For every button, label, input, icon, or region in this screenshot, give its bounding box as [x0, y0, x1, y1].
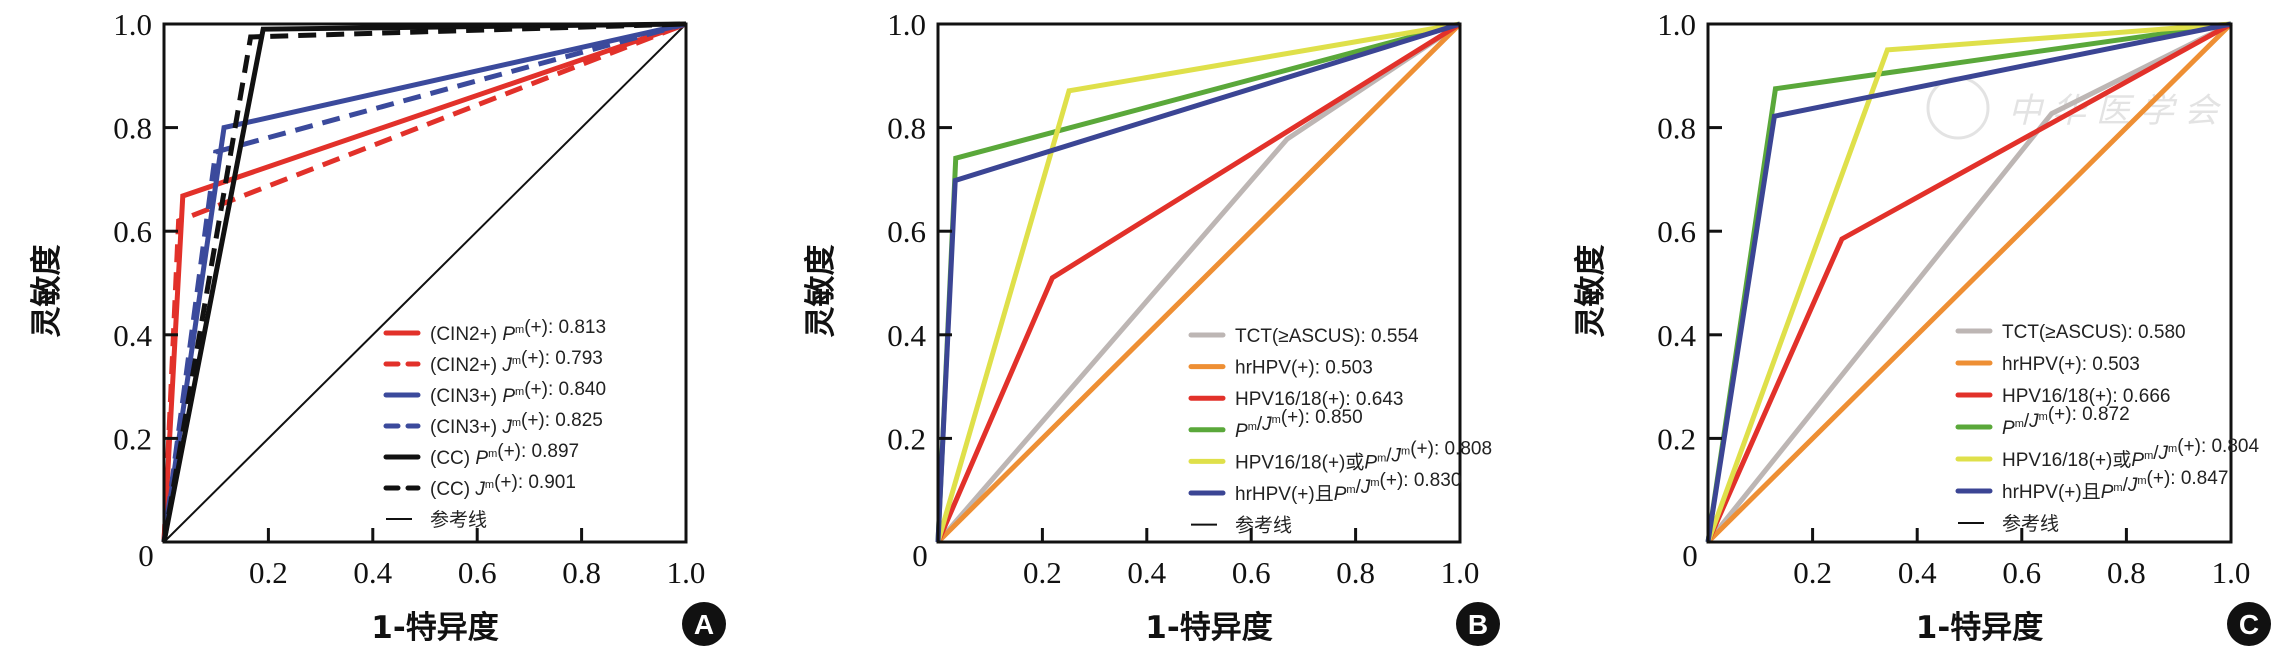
y-tick-label: 0.6 [1657, 214, 1696, 249]
x-tick-label: 1.0 [2212, 555, 2251, 590]
series-line-6 [163, 23, 687, 543]
series-line-1 [936, 22, 1462, 544]
legend-label: (CIN2+) Jm(+): 0.793 [430, 348, 603, 376]
y-tick-label: 0.2 [1657, 421, 1696, 456]
series-line-0 [1706, 21, 2233, 544]
panel-badge [1456, 602, 1500, 646]
series-line-4 [935, 21, 1461, 543]
origin-label: 0 [912, 538, 928, 573]
panel-badge-label: A [694, 609, 714, 640]
y-tick-label: 1.0 [887, 7, 926, 42]
x-tick-label: 0.4 [1127, 555, 1166, 590]
panel-badge [682, 602, 726, 646]
legend-label: HPV16/18(+)或Pm/Jm(+): 0.808 [1235, 438, 1492, 473]
legend-label: TCT(≥ASCUS): 0.580 [2002, 322, 2186, 343]
legend-label: 参考线 [1235, 515, 1292, 537]
series-line-1 [161, 21, 687, 543]
series-line-2 [935, 21, 1462, 543]
legend-label: Pm/Jm(+): 0.850 [1235, 407, 1363, 442]
series-line-5 [1705, 21, 2232, 543]
y-axis-label: 灵敏度 [803, 245, 839, 338]
x-tick-label: 0.2 [1023, 555, 1062, 590]
plot-frame [162, 22, 688, 544]
legend-label: hrHPV(+): 0.503 [2002, 354, 2140, 375]
x-tick-label: 0.8 [2107, 555, 2146, 590]
series-line-1 [1706, 22, 2233, 544]
legend-label: (CIN2+) Pm(+): 0.813 [430, 317, 606, 345]
series-line-5 [935, 21, 1461, 543]
y-tick-label: 0.8 [1657, 111, 1696, 146]
legend: TCT(≥ASCUS): 0.580 hrHPV(+): 0.503 HPV16/1… [1955, 322, 2259, 535]
y-axis-label: 灵敏度 [29, 245, 65, 338]
series-line-3 [161, 21, 687, 543]
y-axis-label: 灵敏度 [1573, 245, 1609, 338]
legend-label: (CIN3+) Pm(+): 0.840 [430, 379, 606, 407]
y-tick-label: 0.4 [1657, 318, 1696, 353]
x-tick-label: 0.4 [1898, 555, 1937, 590]
plot-frame [1706, 22, 2233, 544]
panel-badge [2227, 602, 2271, 646]
x-axis-label: 1-特异度 [1145, 610, 1272, 646]
legend-label: hrHPV(+)且Pm/Jm(+): 0.830 [1235, 470, 1461, 505]
legend-label: (CC) Pm(+): 0.897 [430, 441, 579, 469]
legend-label: (CIN3+) Jm(+): 0.825 [430, 410, 603, 438]
legend: TCT(≥ASCUS): 0.554 hrHPV(+): 0.503 HPV16/1… [1188, 326, 1492, 537]
panel-badge-label: C [2239, 609, 2259, 640]
legend-label: HPV16/18(+)或Pm/Jm(+): 0.804 [2002, 436, 2259, 471]
x-tick-label: 1.0 [1441, 555, 1480, 590]
series-line-4 [1705, 21, 2232, 543]
y-tick-label: 0.8 [887, 111, 926, 146]
legend-label: Pm/Jm(+): 0.872 [2002, 404, 2130, 439]
legend: (CIN2+) Pm(+): 0.813 (CIN2+) Jm(+): 0.793… [383, 317, 606, 531]
y-tick-label: 0.8 [113, 111, 152, 146]
chart-panel-a: 0.2 0.4 0.6 0.8 1.0 0.2 0.4 0.6 0.8 1.0 0 1-特异度 灵敏度 (… [29, 7, 726, 646]
series-line-2 [161, 21, 687, 543]
chart-panel-b: 0.2 0.4 0.6 0.8 1.0 0.2 0.4 0.6 0.8 1.0 0 1-特异度 灵敏度 T… [803, 7, 1500, 646]
x-axis-label: 1-特异度 [371, 610, 498, 646]
legend-label: (CC) Jm(+): 0.901 [430, 472, 576, 500]
x-tick-label: 0.4 [353, 555, 392, 590]
y-tick-label: 0.2 [113, 421, 152, 456]
x-tick-label: 0.6 [1232, 555, 1271, 590]
y-tick-label: 0.4 [887, 318, 926, 353]
legend-label: HPV16/18(+): 0.643 [1235, 389, 1403, 410]
legend-label: HPV16/18(+): 0.666 [2002, 386, 2170, 407]
panel-badge-label: B [1468, 609, 1488, 640]
legend-label: hrHPV(+)且Pm/Jm(+): 0.847 [2002, 468, 2228, 503]
y-tick-label: 0.6 [887, 214, 926, 249]
series-line-5 [161, 21, 687, 543]
x-tick-label: 0.8 [562, 555, 601, 590]
x-tick-label: 0.6 [2002, 555, 2041, 590]
series-line-4 [161, 21, 687, 543]
watermark-seal [1926, 76, 1990, 140]
y-tick-label: 1.0 [113, 7, 152, 42]
x-axis-label: 1-特异度 [1916, 610, 2043, 646]
y-tick-label: 0.6 [113, 214, 152, 249]
x-tick-label: 0.2 [249, 555, 288, 590]
x-tick-label: 0.2 [1793, 555, 1832, 590]
legend-label: hrHPV(+): 0.503 [1235, 358, 1373, 379]
x-tick-label: 0.6 [458, 555, 497, 590]
series-line-2 [1705, 21, 2233, 544]
y-tick-label: 1.0 [1657, 7, 1696, 42]
origin-label: 0 [138, 538, 154, 573]
legend-label: TCT(≥ASCUS): 0.554 [1235, 326, 1419, 347]
y-tick-label: 0.4 [113, 318, 152, 353]
legend-label: 参考线 [430, 509, 487, 531]
legend-label: 参考线 [2002, 513, 2059, 535]
x-tick-label: 1.0 [667, 555, 706, 590]
origin-label: 0 [1682, 538, 1698, 573]
plot-frame [936, 22, 1462, 544]
y-tick-label: 0.2 [887, 421, 926, 456]
x-tick-label: 0.8 [1336, 555, 1375, 590]
